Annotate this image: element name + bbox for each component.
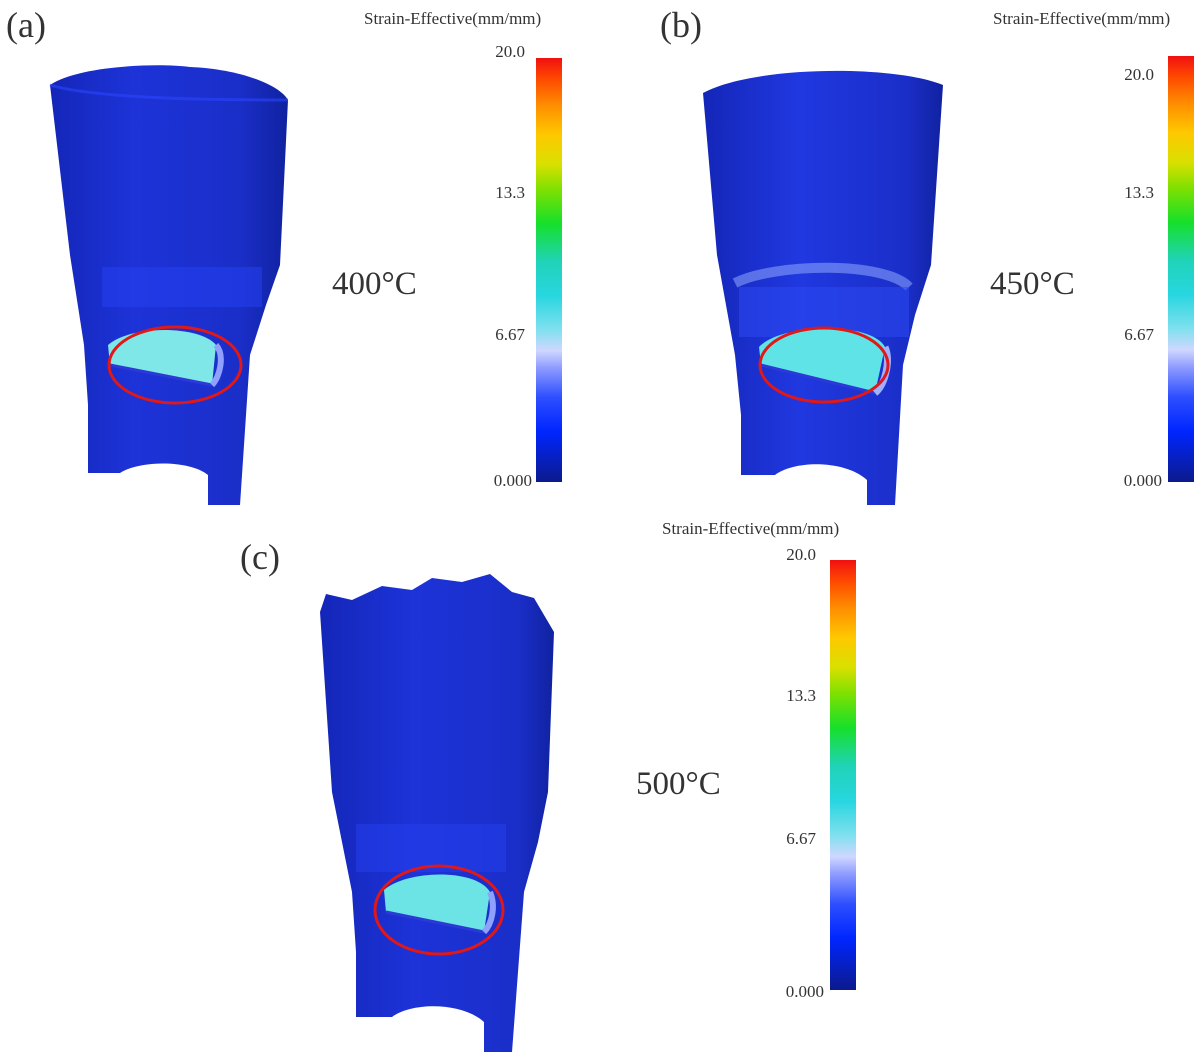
panel-b-colorbar xyxy=(1168,56,1194,482)
panel-c-tick-13: 13.3 xyxy=(786,686,816,705)
panel-c-tick-6: 6.67 xyxy=(786,829,816,848)
panel-a-colorbar-title: Strain-Effective(mm/mm) xyxy=(364,9,542,28)
panel-a-temperature: 400°C xyxy=(332,266,417,302)
part-c-highlight-circle xyxy=(373,864,505,956)
panel-a-tick-6: 6.67 xyxy=(495,325,525,344)
panel-b-tick-max: 20.0 xyxy=(1124,65,1154,84)
panel-a-tick-13: 13.3 xyxy=(495,183,525,202)
panel-c-colorbar-title: Strain-Effective(mm/mm) xyxy=(662,519,840,538)
panel-b-temperature: 450°C xyxy=(990,266,1075,302)
part-c-render xyxy=(320,574,554,1052)
panel-c-label: (c) xyxy=(240,537,280,577)
panel-a-label: (a) xyxy=(6,5,46,45)
panel-c-colorbar xyxy=(830,560,856,990)
part-b-render xyxy=(703,70,943,505)
panel-b-label: (b) xyxy=(660,5,702,45)
panel-a-tick-max: 20.0 xyxy=(495,42,525,61)
part-a-render xyxy=(49,65,289,506)
panel-a-tick-min: 0.000 xyxy=(493,471,532,490)
panel-c-temperature: 500°C xyxy=(636,766,721,802)
panel-b-tick-min: 0.000 xyxy=(1123,471,1162,490)
part-b-highlight-circle xyxy=(758,326,890,404)
panel-c-tick-min: 0.000 xyxy=(785,982,824,1001)
panel-b-tick-13: 13.3 xyxy=(1124,183,1154,202)
panel-b-tick-6: 6.67 xyxy=(1124,325,1154,344)
panel-b-colorbar-title: Strain-Effective(mm/mm) xyxy=(993,9,1171,28)
panel-c-tick-max: 20.0 xyxy=(786,545,816,564)
part-a-highlight-circle xyxy=(107,325,243,405)
panel-a-colorbar xyxy=(536,58,562,482)
